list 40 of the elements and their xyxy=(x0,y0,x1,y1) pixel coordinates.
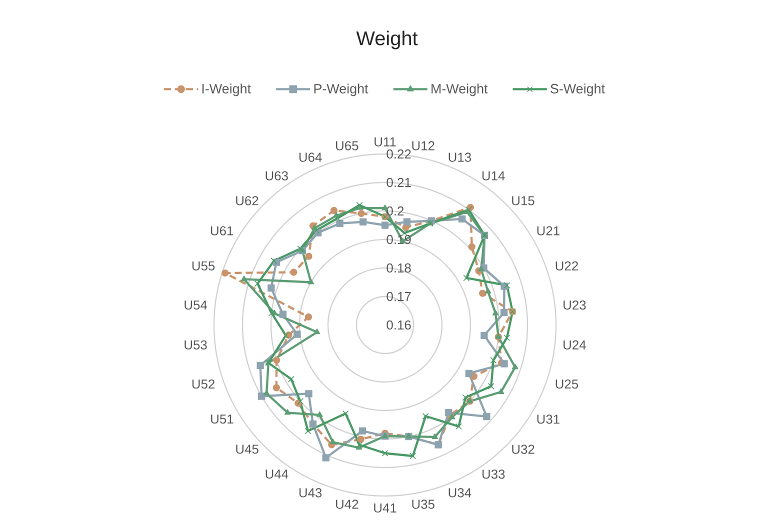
spoke-label: U25 xyxy=(556,379,578,389)
spoke-label: U35 xyxy=(412,500,434,509)
spoke-label: U34 xyxy=(448,488,472,498)
y-tick-label: 0.22 xyxy=(386,149,411,159)
spoke-label: U21 xyxy=(537,226,560,236)
spoke-label: U24 xyxy=(564,340,586,350)
spoke-label: U63 xyxy=(266,171,288,180)
spoke-label: U65 xyxy=(336,141,358,150)
spoke-label: U33 xyxy=(482,470,505,479)
spoke-label: U32 xyxy=(512,444,534,454)
y-tick-label: 0.21 xyxy=(386,178,411,188)
spoke-label: U31 xyxy=(537,414,560,424)
y-tick-label: 0.18 xyxy=(386,263,411,273)
spoke-label: U13 xyxy=(448,152,472,162)
spoke-label: U22 xyxy=(556,261,578,271)
spoke-label: U45 xyxy=(236,444,258,454)
spoke-label: U51 xyxy=(211,414,234,424)
legend-label: M-Weight xyxy=(432,84,488,96)
spoke-label: U14 xyxy=(482,171,505,180)
legend-label: P-Weight xyxy=(314,84,368,96)
chart-title: Weight xyxy=(356,30,418,50)
spoke-label: U61 xyxy=(210,226,234,236)
spoke-label: U15 xyxy=(512,196,534,206)
spoke-label: U54 xyxy=(184,300,208,310)
spoke-label: U12 xyxy=(412,141,434,150)
y-tick-label: 0.16 xyxy=(386,320,411,330)
spoke-label: U62 xyxy=(236,196,258,206)
spoke-label: U64 xyxy=(299,152,322,162)
spoke-label: U52 xyxy=(192,379,215,389)
spoke-label: U43 xyxy=(299,488,322,498)
legend-label: S-Weight xyxy=(550,84,605,96)
spoke-label: U53 xyxy=(184,340,207,350)
spoke-label: U42 xyxy=(336,500,358,509)
spoke-label: U55 xyxy=(192,261,215,270)
spoke-label: U11 xyxy=(374,137,396,146)
spoke-label: U44 xyxy=(266,470,288,479)
y-tick-label: 0.17 xyxy=(386,292,411,302)
spoke-label: U41 xyxy=(374,504,396,513)
legend-label: I-Weight xyxy=(202,84,251,96)
spoke-label: U23 xyxy=(564,300,586,310)
